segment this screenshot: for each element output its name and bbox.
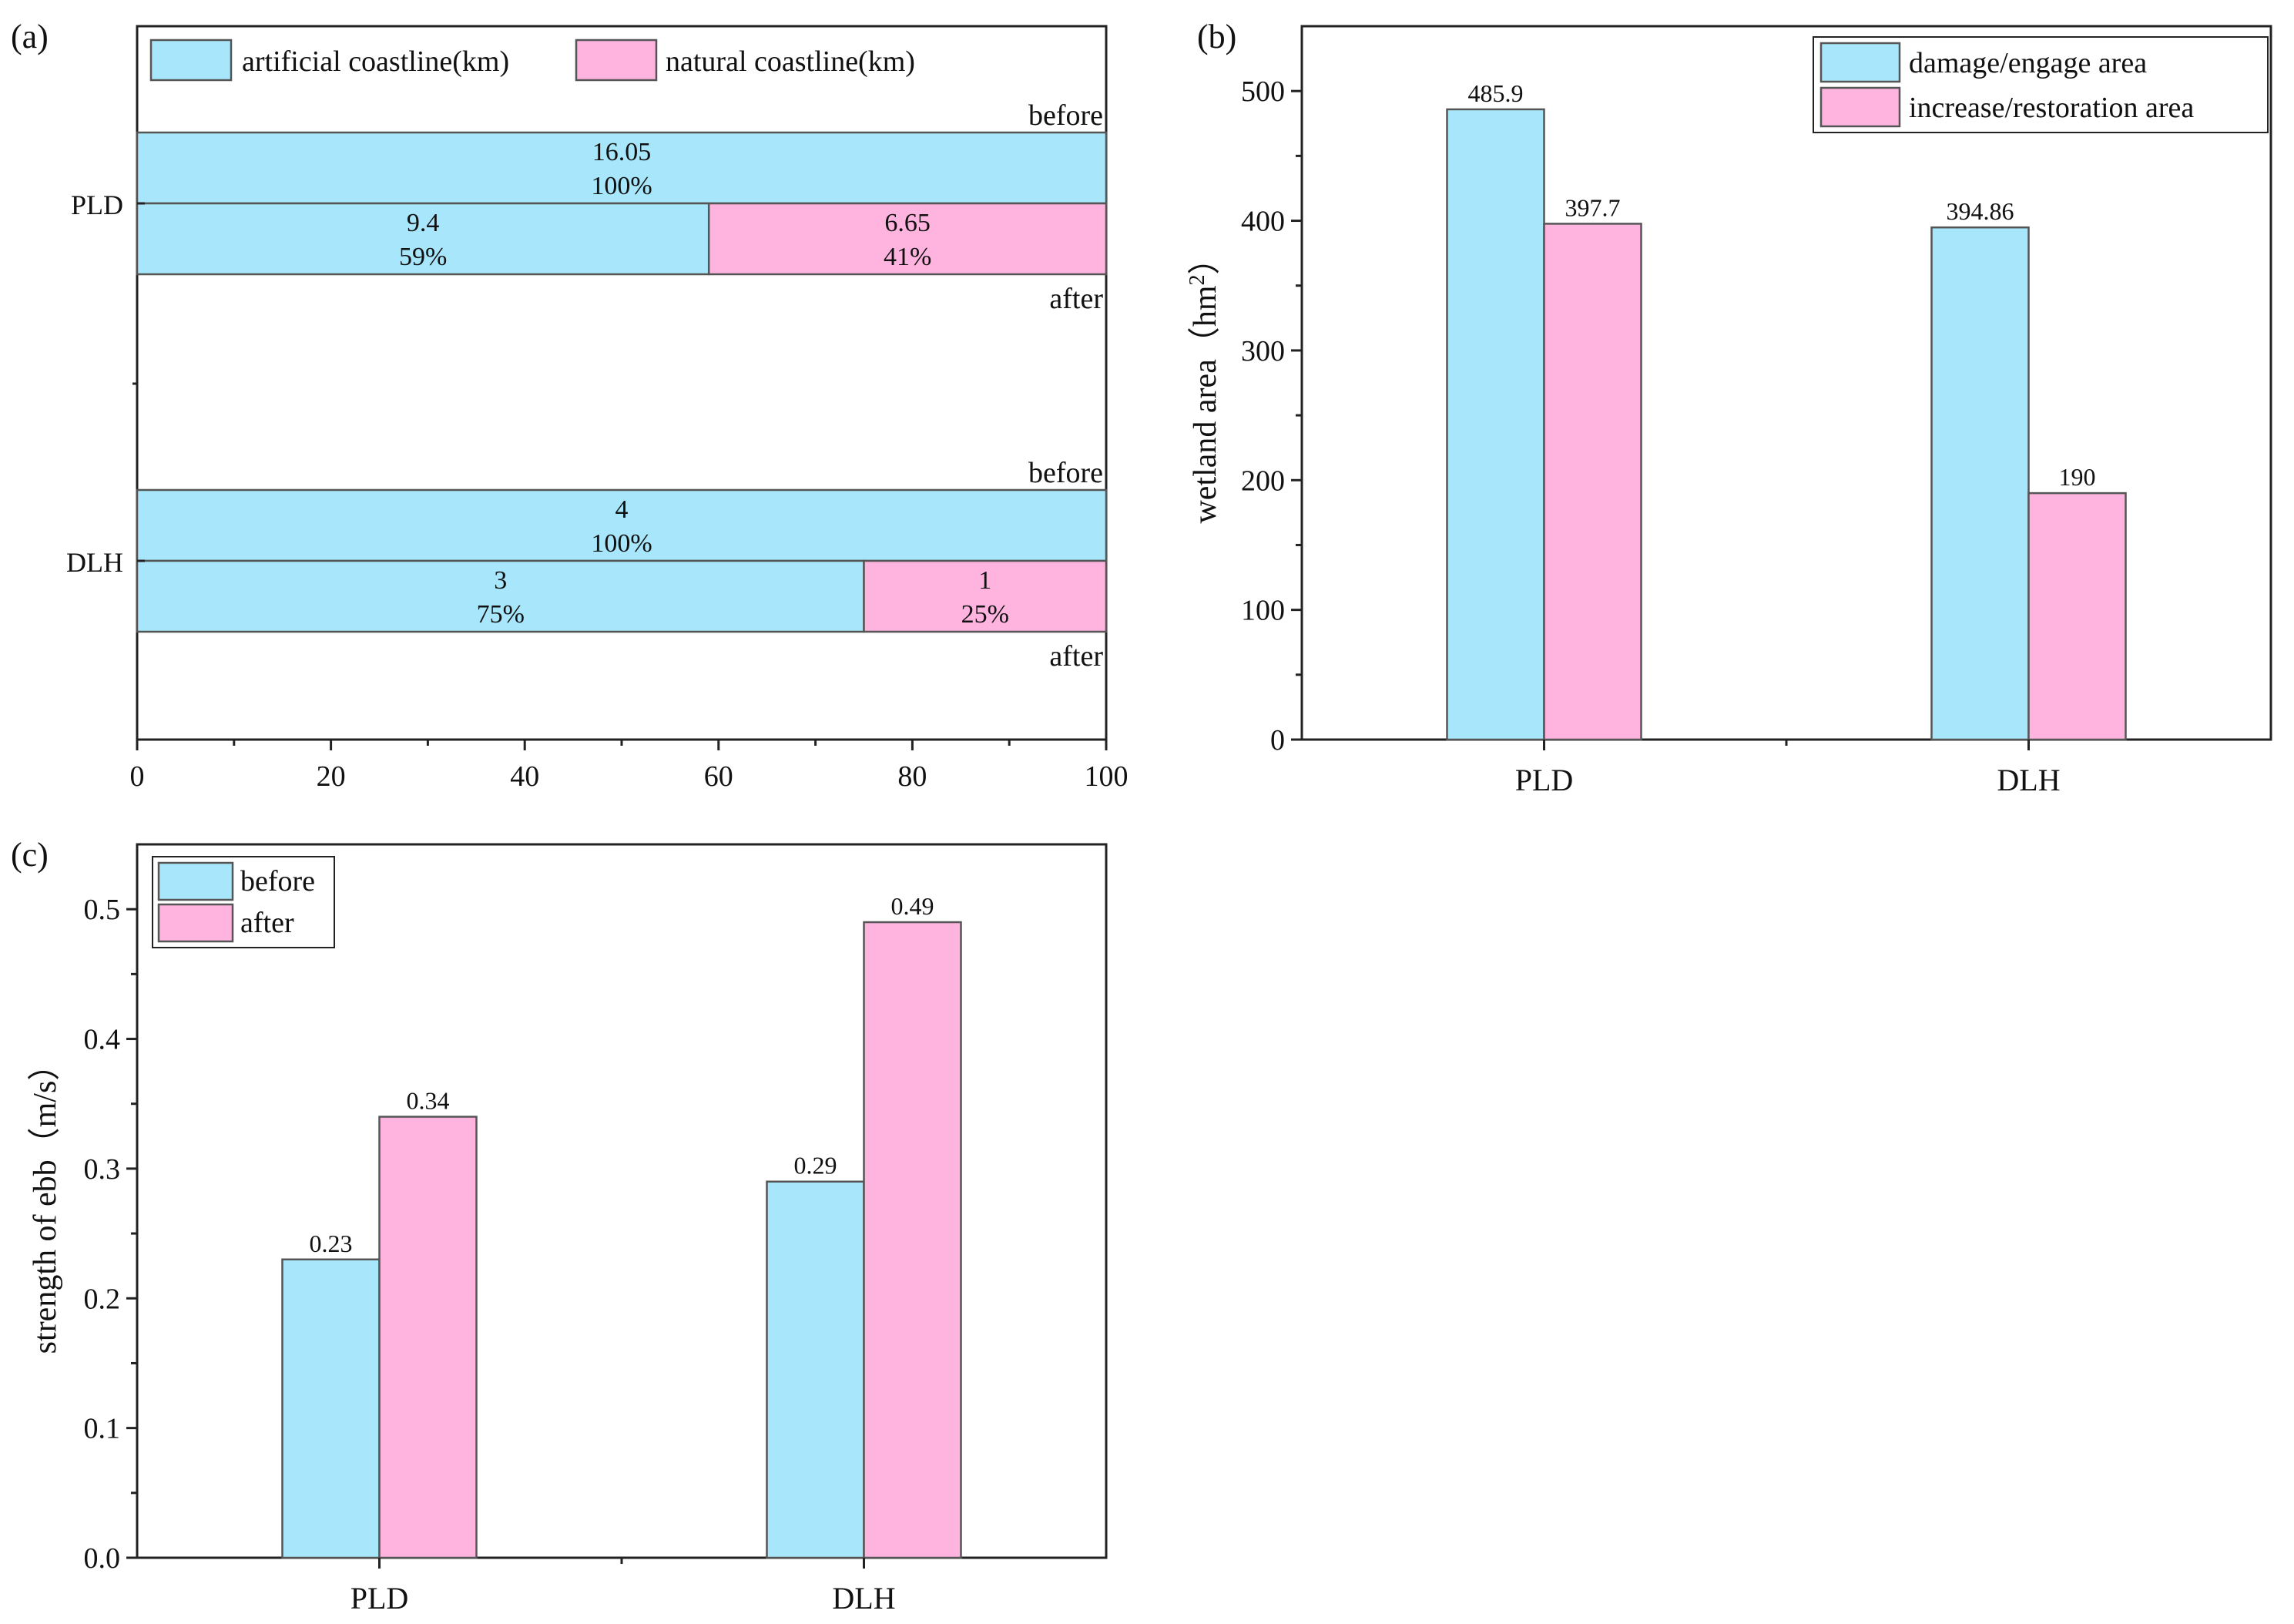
- legend-swatch-artificial: [149, 39, 233, 82]
- pld-category-label: PLD: [1515, 763, 1574, 797]
- pld-before-label: before: [1028, 99, 1103, 132]
- y-tick-label: 0: [1270, 724, 1285, 757]
- dlh-after-value-label: 0.49: [891, 892, 934, 920]
- panel-c-y-axis-title: strength of ebb（m/s）: [28, 1049, 63, 1354]
- y-tick-label: 100: [1241, 595, 1285, 627]
- dlh-category-label: DLH: [66, 547, 123, 578]
- legend-label-artificial: artificial coastline(km): [242, 45, 509, 78]
- panel-a-bar-labels: 16.05 100% 9.4 59% 6.65 41% 4 100% 3 75% 1 25%: [399, 138, 1009, 629]
- legend-label-increase: increase/restoration area: [1909, 92, 2194, 124]
- pld-after-artificial-km-label: 9.4: [407, 209, 440, 237]
- pld-after-label: after: [1049, 283, 1103, 315]
- dlh-after-bar: [863, 921, 962, 1559]
- legend-swatch-increase: [1819, 86, 1901, 128]
- pld-before-bar: [281, 1258, 381, 1559]
- pld-increase-restoration-area-bar: [1543, 223, 1642, 741]
- panel-a-coastline-chart: (a) 16.05100%9.459%6.6541%4100%375%125% …: [11, 18, 1129, 793]
- panel-c-bars: [281, 921, 962, 1559]
- pld-before-value-label: 0.23: [310, 1230, 353, 1257]
- dlh-category-label: DLH: [832, 1581, 895, 1616]
- dlh-before-bar: [766, 1180, 865, 1559]
- panel-c-legend: before after: [152, 856, 335, 948]
- pld-after-natural-km-label: 6.65: [884, 209, 931, 237]
- pld-before-pct-label: 100%: [591, 172, 652, 200]
- dlh-after-natural-km-label: 1: [978, 566, 991, 595]
- panel-a-x-tick-label: 0: [130, 760, 145, 793]
- panel-b-legend: damage/engage area increase/restoration …: [1813, 36, 2269, 133]
- y-tick-label: 0.1: [84, 1413, 121, 1445]
- legend-label-natural: natural coastline(km): [666, 45, 915, 78]
- dlh-damage-engage-area-value-label: 394.86: [1947, 197, 2014, 225]
- dlh-category-label: DLH: [1997, 763, 2060, 797]
- y-tick-label: 300: [1241, 335, 1285, 367]
- panel-a-x-tick-label: 60: [704, 760, 733, 793]
- pld-category-label: PLD: [71, 190, 123, 220]
- panel-a-label: (a): [11, 18, 49, 55]
- panel-a-x-tick-label: 80: [897, 760, 927, 793]
- dlh-before-pct-label: 100%: [591, 529, 652, 558]
- panel-c-y-ticks: 0.0 0.1 0.2 0.3 0.4 0.5: [84, 894, 137, 1575]
- panel-a-x-tick-label: 20: [317, 760, 346, 793]
- dlh-before-value-label: 0.29: [794, 1152, 837, 1179]
- legend-swatch-after: [157, 903, 234, 943]
- dlh-before-km-label: 4: [615, 495, 629, 524]
- pld-after-value-label: 0.34: [407, 1087, 450, 1115]
- pld-damage-engage-area-value-label: 485.9: [1468, 79, 1524, 107]
- legend-label-after: after: [240, 907, 294, 939]
- dlh-damage-engage-area-bar: [1930, 226, 2030, 741]
- pld-after-artificial-pct-label: 59%: [399, 243, 447, 271]
- y-tick-label: 0.3: [84, 1153, 121, 1186]
- legend-swatch-damage: [1819, 42, 1901, 83]
- panel-b-wetland-chart: (b) 485.9 397.7 394.86 190 0 100 200 300 400 500…: [1186, 18, 2272, 797]
- legend-swatch-natural: [575, 39, 658, 82]
- panel-b-value-labels: 485.9 397.7 394.86 190: [1468, 79, 2096, 491]
- panel-a-x-ticks: 0 20 40 60 80 100: [130, 202, 1129, 793]
- y-tick-label: 0.0: [84, 1542, 121, 1575]
- legend-label-damage: damage/engage area: [1909, 47, 2147, 79]
- dlh-after-artificial-bar: [136, 559, 865, 633]
- dlh-after-artificial-km-label: 3: [494, 566, 507, 595]
- pld-after-natural-pct-label: 41%: [884, 243, 931, 271]
- pld-increase-restoration-area-value-label: 397.7: [1565, 193, 1621, 221]
- panel-c-label: (c): [11, 836, 49, 874]
- y-tick-label: 500: [1241, 75, 1285, 108]
- y-tick-label: 0.4: [84, 1024, 121, 1056]
- pld-after-artificial-bar: [136, 202, 710, 276]
- panel-c-category-labels: PLD DLH: [350, 1558, 896, 1616]
- panel-c-value-labels: 0.23 0.34 0.29 0.49: [310, 892, 934, 1257]
- panel-b-y-ticks: 0 100 200 300 400 500: [1241, 75, 1302, 757]
- panel-b-y-axis-title: wetland area（hm2）: [1186, 242, 1224, 523]
- pld-before-km-label: 16.05: [592, 138, 652, 166]
- pld-after-natural-bar: [707, 202, 1108, 276]
- panel-b-bars: [1446, 108, 2127, 741]
- dlh-increase-restoration-area-value-label: 190: [2059, 463, 2096, 491]
- legend-swatch-before: [157, 861, 234, 901]
- dlh-before-label: before: [1028, 457, 1103, 489]
- pld-category-label: PLD: [350, 1581, 409, 1616]
- panel-b-category-labels: PLD DLH: [1515, 740, 2061, 797]
- y-tick-label: 200: [1241, 465, 1285, 497]
- dlh-after-natural-pct-label: 25%: [961, 600, 1009, 629]
- panel-a-category-labels: PLD DLH: [66, 190, 123, 578]
- pld-after-bar: [378, 1116, 478, 1559]
- panel-a-x-tick-label: 40: [510, 760, 539, 793]
- dlh-after-label: after: [1049, 640, 1103, 673]
- dlh-before-artificial-bar: [136, 488, 1108, 562]
- panel-a-legend: artificial coastline(km) natural coastli…: [149, 39, 915, 82]
- panel-a-x-tick-label: 100: [1085, 760, 1129, 793]
- panel-a-bars: [136, 131, 1108, 633]
- panel-b-label: (b): [1197, 18, 1236, 55]
- pld-damage-engage-area-bar: [1446, 108, 1545, 741]
- panel-a-before-after-labels: before after before after: [1028, 99, 1103, 673]
- dlh-after-artificial-pct-label: 75%: [477, 600, 525, 629]
- y-tick-label: 400: [1241, 206, 1285, 238]
- y-tick-label: 0.5: [84, 894, 121, 926]
- dlh-increase-restoration-area-bar: [2027, 492, 2127, 741]
- dlh-after-natural-bar: [863, 559, 1108, 633]
- y-tick-label: 0.2: [84, 1283, 121, 1315]
- panel-c-ebb-chart: (c) 0.230.340.290.49 0.00.10.20.30.40.5 …: [11, 836, 1108, 1616]
- legend-label-before: before: [240, 865, 315, 898]
